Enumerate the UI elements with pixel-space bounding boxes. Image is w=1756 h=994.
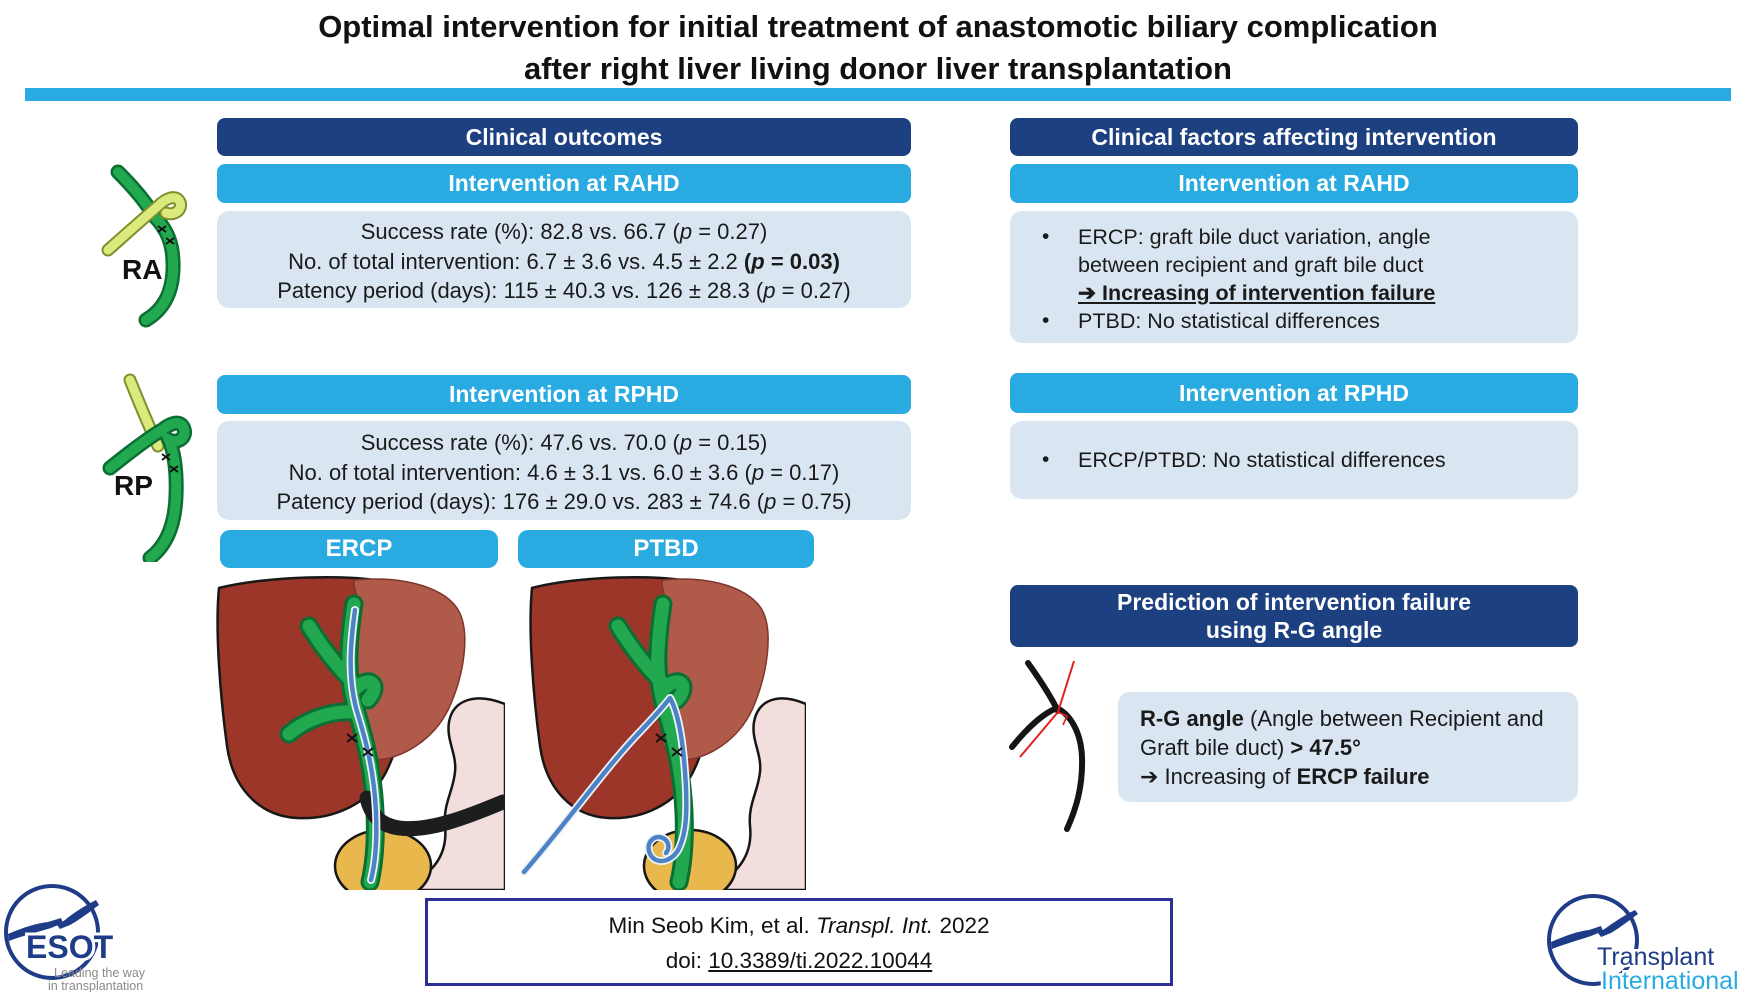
rg-angle-definition: R-G angle (Angle between Recipient and G… (1140, 706, 1544, 760)
page-title: Optimal intervention for initial treatme… (0, 6, 1756, 90)
suture-marks (655, 733, 683, 757)
esot-wordmark: ESOT (26, 929, 114, 965)
rahd-outcomes-panel: Success rate (%): 82.8 vs. 66.7 (p = 0.2… (217, 211, 911, 308)
ra-duct-icon (101, 164, 188, 328)
rg-angle-panel: R-G angle (Angle between Recipient and G… (1118, 692, 1578, 802)
ra-suture-marks (157, 225, 175, 245)
rphd-patency-period: Patency period (days): 176 ± 29.0 vs. 28… (276, 489, 852, 514)
ercp-illustration (216, 575, 505, 890)
ptbd-label: PTBD (518, 530, 814, 568)
prediction-header-line-2: using R-G angle (1205, 617, 1383, 643)
rp-duct-icon (102, 373, 192, 562)
esot-logo: ESOT Leading the way in transplantation (4, 884, 146, 992)
rahd-factor-ercp-text: ERCP: graft bile duct variation, angle b… (1078, 225, 1431, 277)
prediction-header: Prediction of intervention failure using… (1010, 585, 1578, 647)
rg-angle-sketch (1009, 660, 1086, 832)
reaching-hands-icon (8, 900, 99, 941)
citation-authors: Min Seob Kim, et al. Transpl. Int. 2022 (608, 913, 990, 938)
rphd-factor-item: • ERCP/PTBD: No statistical differences (1042, 446, 1554, 474)
ptbd-catheter (520, 694, 691, 876)
rphd-factors-panel: • ERCP/PTBD: No statistical differences (1010, 421, 1578, 499)
clinical-factors-header: Clinical factors affecting intervention (1010, 118, 1578, 156)
angle-lines (1019, 660, 1075, 758)
rahd-factor-conclusion: ➔ Increasing of intervention failure (1078, 281, 1436, 305)
rahd-patency-period: Patency period (days): 115 ± 40.3 vs. 12… (277, 278, 851, 303)
left-rahd-header: Intervention at RAHD (217, 164, 911, 203)
title-line-2: after right liver living donor liver tra… (524, 51, 1232, 86)
rp-label: RP (114, 470, 153, 501)
rahd-factor-ptbd-text: PTBD: No statistical differences (1078, 309, 1380, 333)
title-divider-rule (25, 88, 1731, 101)
title-line-1: Optimal intervention for initial treatme… (318, 9, 1438, 44)
bullet-icon: • (1042, 225, 1050, 248)
bullet-icon: • (1042, 448, 1050, 471)
reaching-hands-icon (1551, 910, 1638, 949)
transplant-international-logo: Transplant International (1547, 894, 1741, 992)
ti-wordmark-line-2: International (1601, 967, 1739, 992)
ra-label: RA (122, 254, 163, 285)
rahd-total-intervention: No. of total intervention: 6.7 ± 3.6 vs.… (288, 248, 840, 274)
bullet-icon: • (1042, 309, 1050, 332)
esot-tagline-2: in transplantation (48, 979, 143, 992)
rahd-factor-item-ptbd: • PTBD: No statistical differences (1042, 307, 1554, 335)
suture-marks (346, 733, 374, 757)
clinical-outcomes-header: Clinical outcomes (217, 118, 911, 156)
rphd-total-intervention: No. of total intervention: 4.6 ± 3.1 vs.… (288, 459, 840, 485)
doi-link[interactable]: doi: 10.3389/ti.2022.10044 (665, 948, 933, 973)
rahd-factor-item-ercp: • ERCP: graft bile duct variation, angle… (1042, 223, 1554, 279)
rp-suture-marks (161, 453, 179, 473)
right-rphd-header: Intervention at RPHD (1010, 373, 1578, 413)
right-rahd-header: Intervention at RAHD (1010, 164, 1578, 203)
rphd-factor-text: ERCP/PTBD: No statistical differences (1078, 448, 1446, 472)
esot-tagline-1: Leading the way (54, 966, 146, 980)
rg-angle-conclusion: ➔ Increasing of ERCP failure (1140, 764, 1430, 789)
ti-wordmark-line-1: Transplant (1597, 943, 1714, 971)
prediction-header-line-1: Prediction of intervention failure (1117, 589, 1471, 615)
left-rphd-header: Intervention at RPHD (217, 375, 911, 414)
ercp-catheter (346, 606, 381, 884)
citation-box: Min Seob Kim, et al. Transpl. Int. 2022 … (425, 898, 1173, 986)
ptbd-illustration (520, 575, 806, 890)
rphd-success-rate: Success rate (%): 47.6 vs. 70.0 (p = 0.1… (360, 430, 768, 455)
rphd-outcomes-panel: Success rate (%): 47.6 vs. 70.0 (p = 0.1… (217, 421, 911, 520)
rahd-factors-panel: • ERCP: graft bile duct variation, angle… (1010, 211, 1578, 343)
ercp-label: ERCP (220, 530, 498, 568)
rahd-success-rate: Success rate (%): 82.8 vs. 66.7 (p = 0.2… (360, 219, 768, 244)
